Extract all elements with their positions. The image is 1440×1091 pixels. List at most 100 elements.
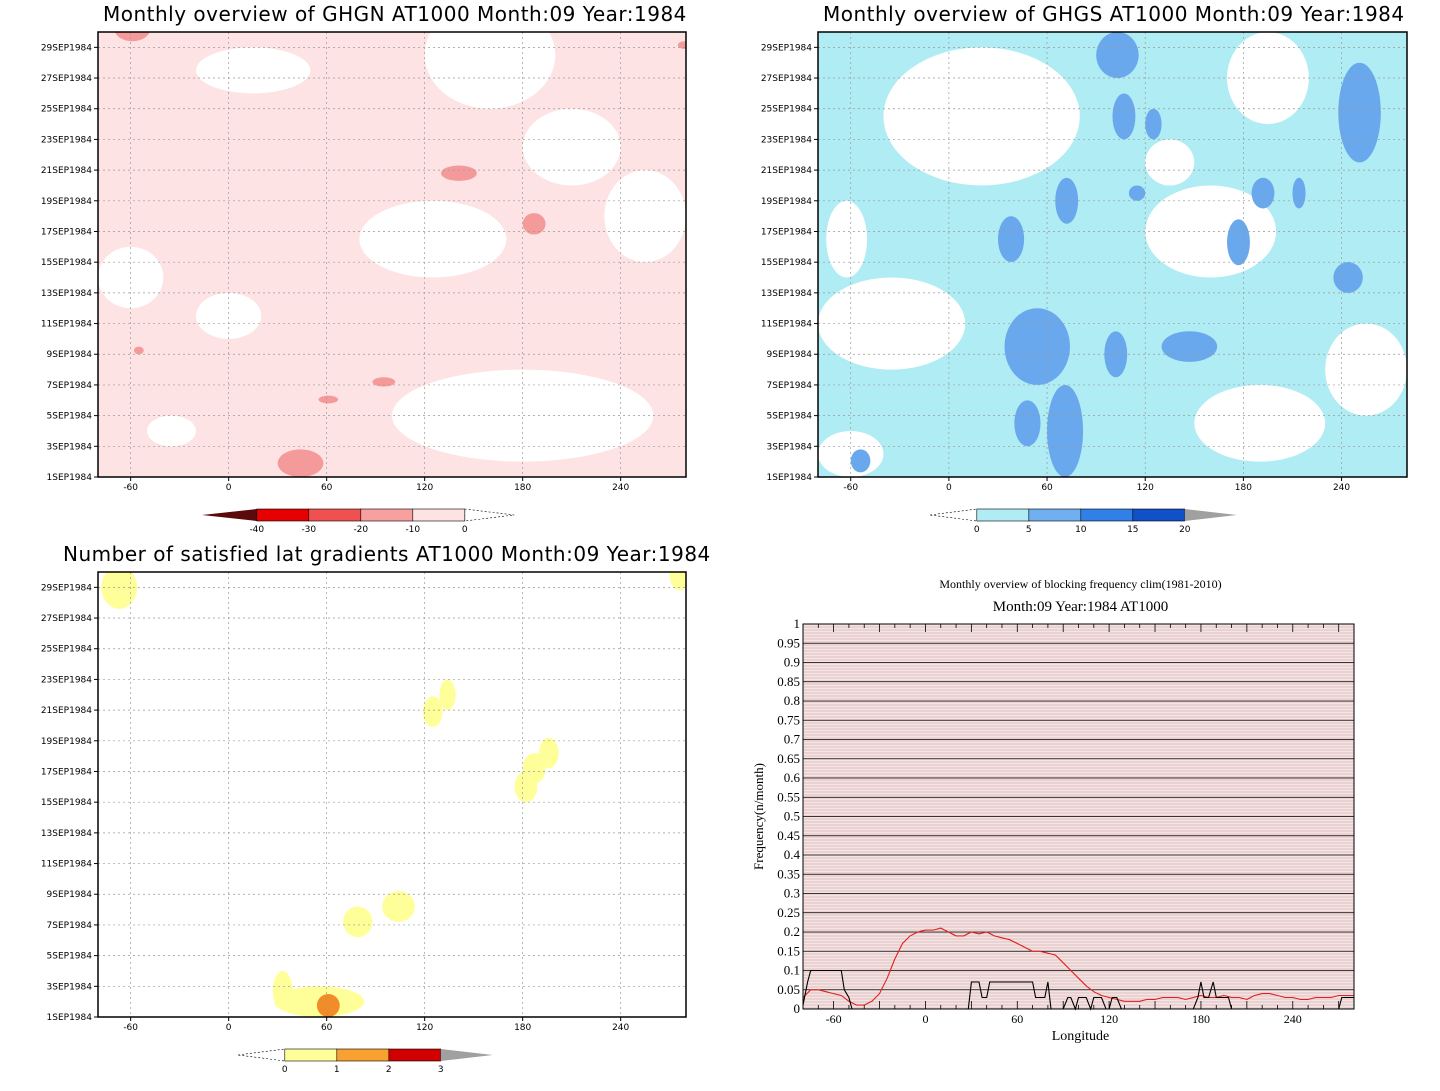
grad-field (101, 572, 686, 1017)
ghgs-ytick-label: 9SEP1984 (767, 350, 813, 360)
grad-ytick-label: 27SEP1984 (41, 614, 92, 624)
grad-colorbar-label: 0 (282, 1065, 288, 1075)
grad-xtick-label: 240 (612, 1023, 629, 1033)
ghgn-title: Monthly overview of GHGN AT1000 Month:09… (103, 2, 687, 26)
ghgn-ytick-label: 15SEP1984 (41, 258, 92, 268)
block-xtick-label: 120 (1100, 1012, 1118, 1026)
ghgn-frame (97, 31, 687, 478)
ghgs-xtick-label: 0 (946, 483, 952, 493)
ghgs-clear-region (818, 277, 966, 370)
grad-contour-region (539, 737, 559, 769)
grad-ytick-label: 15SEP1984 (41, 798, 92, 808)
ghgn-ytick-label: 19SEP1984 (41, 197, 92, 207)
ghgn-ytick-label: 1SEP1984 (47, 473, 93, 483)
ghgs-ytick-label: 25SEP1984 (761, 105, 812, 115)
block-ytick-label: 0.4 (784, 847, 801, 862)
ghgn-ytick-label: 13SEP1984 (41, 289, 92, 299)
block-ytick-label: 0.75 (777, 712, 800, 727)
grad-frame (97, 571, 687, 1018)
ghgs-ytick-label: 21SEP1984 (761, 166, 812, 176)
ghgn-clear-region (522, 108, 621, 186)
ghgn-colorbar-label: -40 (249, 525, 264, 535)
grad-xtick-label: 60 (321, 1023, 333, 1033)
ghgs-ytick-label: 3SEP1984 (767, 442, 813, 452)
ghgn-contour-region (277, 449, 324, 477)
ghgs-contour-region (997, 216, 1025, 263)
ghgn-ytick-label: 7SEP1984 (47, 381, 93, 391)
grad-ytick-label: 11SEP1984 (41, 860, 92, 870)
ghgn-colorbar-segment (360, 508, 414, 522)
ghgs-frame (817, 31, 1408, 478)
ghgn-ytick-label: 5SEP1984 (47, 412, 93, 422)
ghgn-colorbar-segment (308, 508, 362, 522)
grad-colorbar-extend-high (440, 1049, 493, 1061)
block-ytick-label: 0.3 (784, 886, 800, 901)
ghgs-contour-region (1128, 185, 1146, 201)
grad-colorbar-segment (388, 1048, 442, 1062)
block-ytick-label: 0.45 (777, 828, 800, 843)
ghgs-contour-region (1333, 262, 1363, 293)
ghgn-ytick-label: 11SEP1984 (41, 320, 92, 330)
ghgs-ytick-label: 5SEP1984 (767, 412, 813, 422)
ghgs-xtick-label: 60 (1041, 483, 1053, 493)
ghgn-ytick-label: 27SEP1984 (41, 74, 92, 84)
ghgs-xtick-label: -60 (843, 483, 858, 493)
grad-contour-region (382, 891, 415, 922)
grad-ytick-label: 29SEP1984 (41, 583, 92, 593)
block-xtick-label: -60 (826, 1012, 842, 1026)
block-ytick-label: 0.2 (784, 924, 800, 939)
ghgn-xtick-label: 0 (226, 483, 232, 493)
ghgn-clear-region (147, 415, 196, 447)
grad-colorbar: 0 1 2 3 (237, 1048, 493, 1075)
block-ytick-label: 0.1 (784, 963, 800, 978)
ghgn-colorbar-label: 0 (462, 525, 468, 535)
block-ytick-label: 0.05 (777, 982, 800, 997)
ghgs-ytick-label: 29SEP1984 (761, 43, 812, 53)
ghgn-colorbar-extend-high (464, 508, 515, 522)
ghgs-colorbar-segment (1080, 508, 1134, 522)
grad-xtick-label: 180 (514, 1023, 531, 1033)
ghgs-clear-region (883, 47, 1080, 186)
ghgn-clear-region (196, 47, 311, 94)
block-ytick-label: 0.9 (784, 655, 800, 670)
grad-ytick-label: 13SEP1984 (41, 829, 92, 839)
block-xtick-label: 0 (922, 1012, 928, 1026)
grad-colorbar-segment (336, 1048, 390, 1062)
ghgs-contour-region (1292, 177, 1306, 209)
ghgn-ytick-label: 9SEP1984 (47, 350, 93, 360)
ghgs-contour-region (1112, 93, 1136, 140)
ghgs-clear-region (1194, 384, 1326, 462)
block-ytick-label: 0.15 (777, 943, 800, 958)
ghgs-colorbar-label: 5 (1026, 525, 1032, 535)
grad-ytick-label: 3SEP1984 (47, 982, 93, 992)
ghgn-ytick-label: 17SEP1984 (41, 227, 92, 237)
ghgs-colorbar-label: 10 (1075, 525, 1087, 535)
ghgn-clear-region (359, 200, 507, 278)
ghgs-clear-region (1227, 32, 1309, 125)
grad-contour-region (522, 753, 546, 784)
ghgs-contour-region (1251, 177, 1275, 209)
block-ytick-label: 0.85 (777, 674, 800, 689)
grad-colorbar-label: 1 (334, 1065, 340, 1075)
block-ytick-label: 0.8 (784, 693, 800, 708)
ghgs-ytick-label: 13SEP1984 (761, 289, 812, 299)
ghgn-contour-region (114, 32, 150, 42)
ghgs-colorbar-extend-high (1184, 509, 1237, 521)
grad-plot: -60 0 60 120 180 2401SEP19843SEP19845SEP19847… (41, 571, 687, 1075)
ghgn-xtick-label: 180 (514, 483, 531, 493)
ghgn-ytick-label: 21SEP1984 (41, 166, 92, 176)
ghgs-xtick-label: 120 (1137, 483, 1154, 493)
ghgn-colorbar: -40 -30 -20 -10 0 (202, 508, 515, 535)
ghgn-contour-region (318, 395, 339, 404)
ghgs-xtick-label: 180 (1235, 483, 1252, 493)
block-ytick-label: 0.95 (777, 635, 800, 650)
ghgs-contour-region (1047, 384, 1084, 477)
ghgn-clear-region (392, 369, 654, 462)
grad-contour-region (439, 679, 456, 711)
ghgn-ytick-label: 23SEP1984 (41, 135, 92, 145)
block-title: Monthly overview of blocking frequency c… (939, 577, 1221, 591)
block-ytick-label: 0.25 (777, 905, 800, 920)
grad-contour-region (101, 572, 138, 609)
grad-ytick-label: 7SEP1984 (47, 921, 93, 931)
block-ytick-label: 0.65 (777, 751, 800, 766)
